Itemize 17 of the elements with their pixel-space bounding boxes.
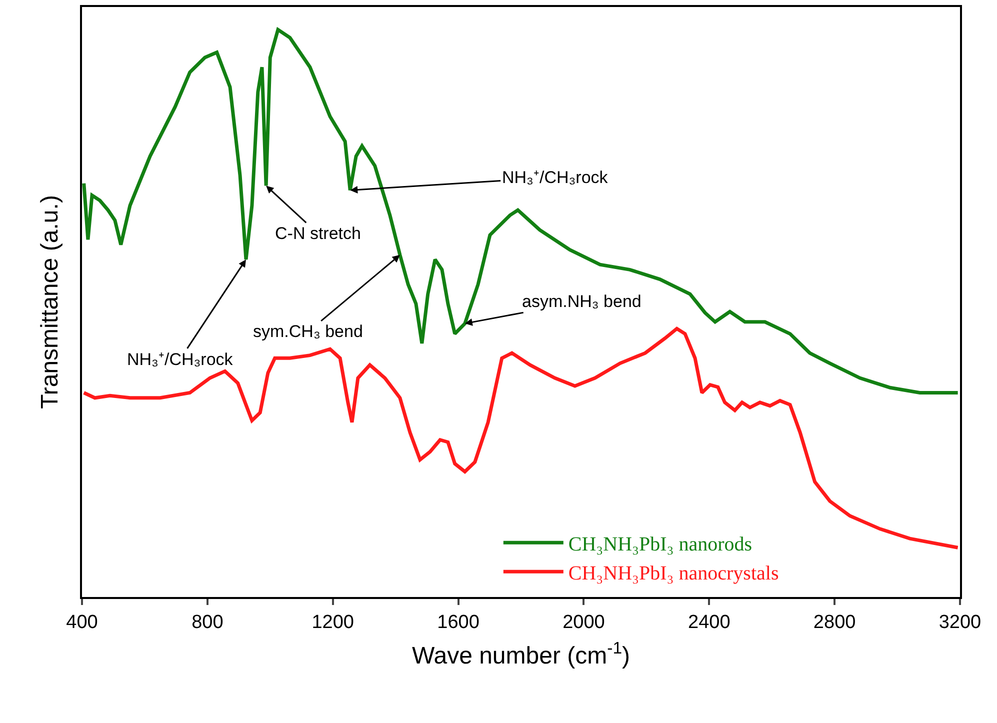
annotation: C-N stretch	[275, 224, 361, 243]
x-tick-label: 2800	[813, 612, 856, 633]
x-tick-label: 800	[192, 612, 224, 633]
annotation: NH₃⁺/CH₃rock	[502, 168, 608, 187]
x-axis-title: Wave number (cm$^{-1}$)	[412, 638, 630, 670]
annotation: NH₃⁺/CH₃rock	[127, 350, 234, 369]
annotation: sym.CH₃ bend	[253, 322, 363, 341]
y-axis-title: Transmittance (a.u.)	[36, 195, 64, 409]
x-tick-label: 1200	[312, 612, 354, 633]
x-tick-label: 2000	[562, 612, 605, 633]
x-tick-label: 3200	[938, 612, 982, 633]
annotation: asym.NH₃ bend	[522, 292, 642, 311]
x-tick-label: 1600	[437, 612, 480, 633]
legend-label: CH₃NH₃PbI₃ nanorods	[568, 533, 752, 556]
x-tick-label: 2400	[688, 612, 730, 633]
x-tick-label: 400	[66, 612, 98, 633]
legend-label: CH₃NH₃PbI₃ nanocrystals	[568, 562, 779, 584]
